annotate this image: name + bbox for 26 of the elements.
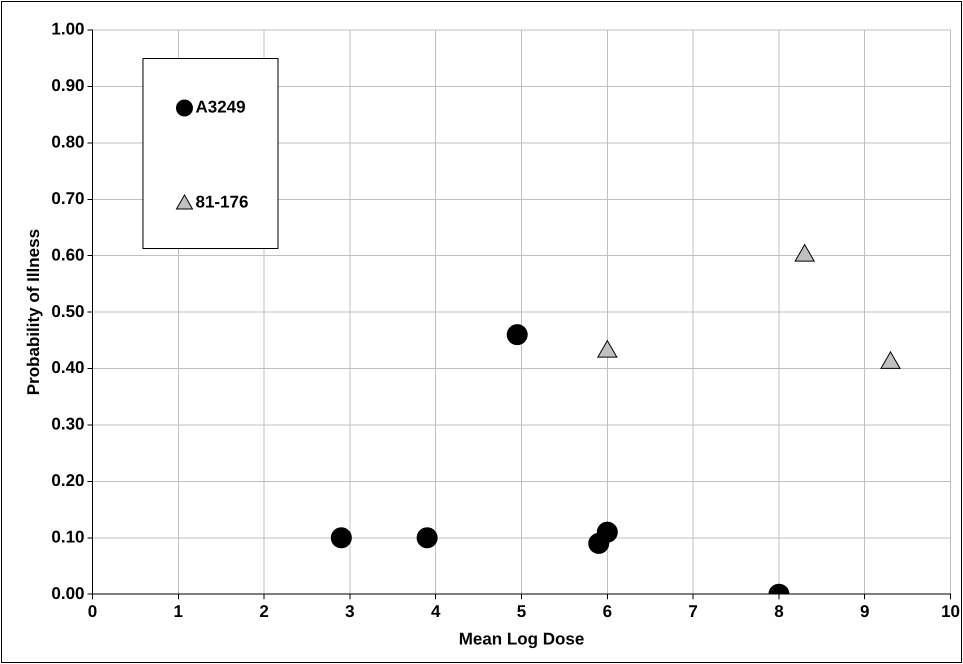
x-tick-label: 5 [516,602,526,622]
x-tick-label: 10 [941,602,960,622]
x-tick-label: 9 [860,602,870,622]
x-tick-label: 7 [688,602,698,622]
y-tick-label: 0.30 [51,414,84,434]
y-tick-label: 0.50 [51,302,84,321]
x-tick-label: 2 [259,602,269,622]
y-tick-label: 0.00 [51,584,84,603]
y-tick-label: 0.90 [51,76,84,96]
x-tick-label: 4 [430,602,441,622]
x-tick-label: 1 [174,602,184,622]
y-axis-title: Probability of Illness [24,228,43,396]
x-tick-label: 0 [88,602,98,622]
y-tick-label: 0.60 [51,245,84,264]
y-tick-label: 1.00 [51,20,84,39]
y-tick-label: 0.20 [51,471,84,490]
legend-label: 81-176 [195,192,248,212]
x-tick-label: 3 [345,602,355,622]
x-axis-title: Mean Log Dose [458,629,584,648]
x-tick-label: 8 [774,602,784,622]
y-tick-label: 0.40 [51,358,84,378]
legend-label: A3249 [195,98,246,117]
y-tick-label: 0.80 [51,132,84,152]
x-tick-label: 6 [602,602,612,622]
y-tick-label: 0.70 [51,188,84,208]
y-tick-label: 0.10 [51,527,84,546]
